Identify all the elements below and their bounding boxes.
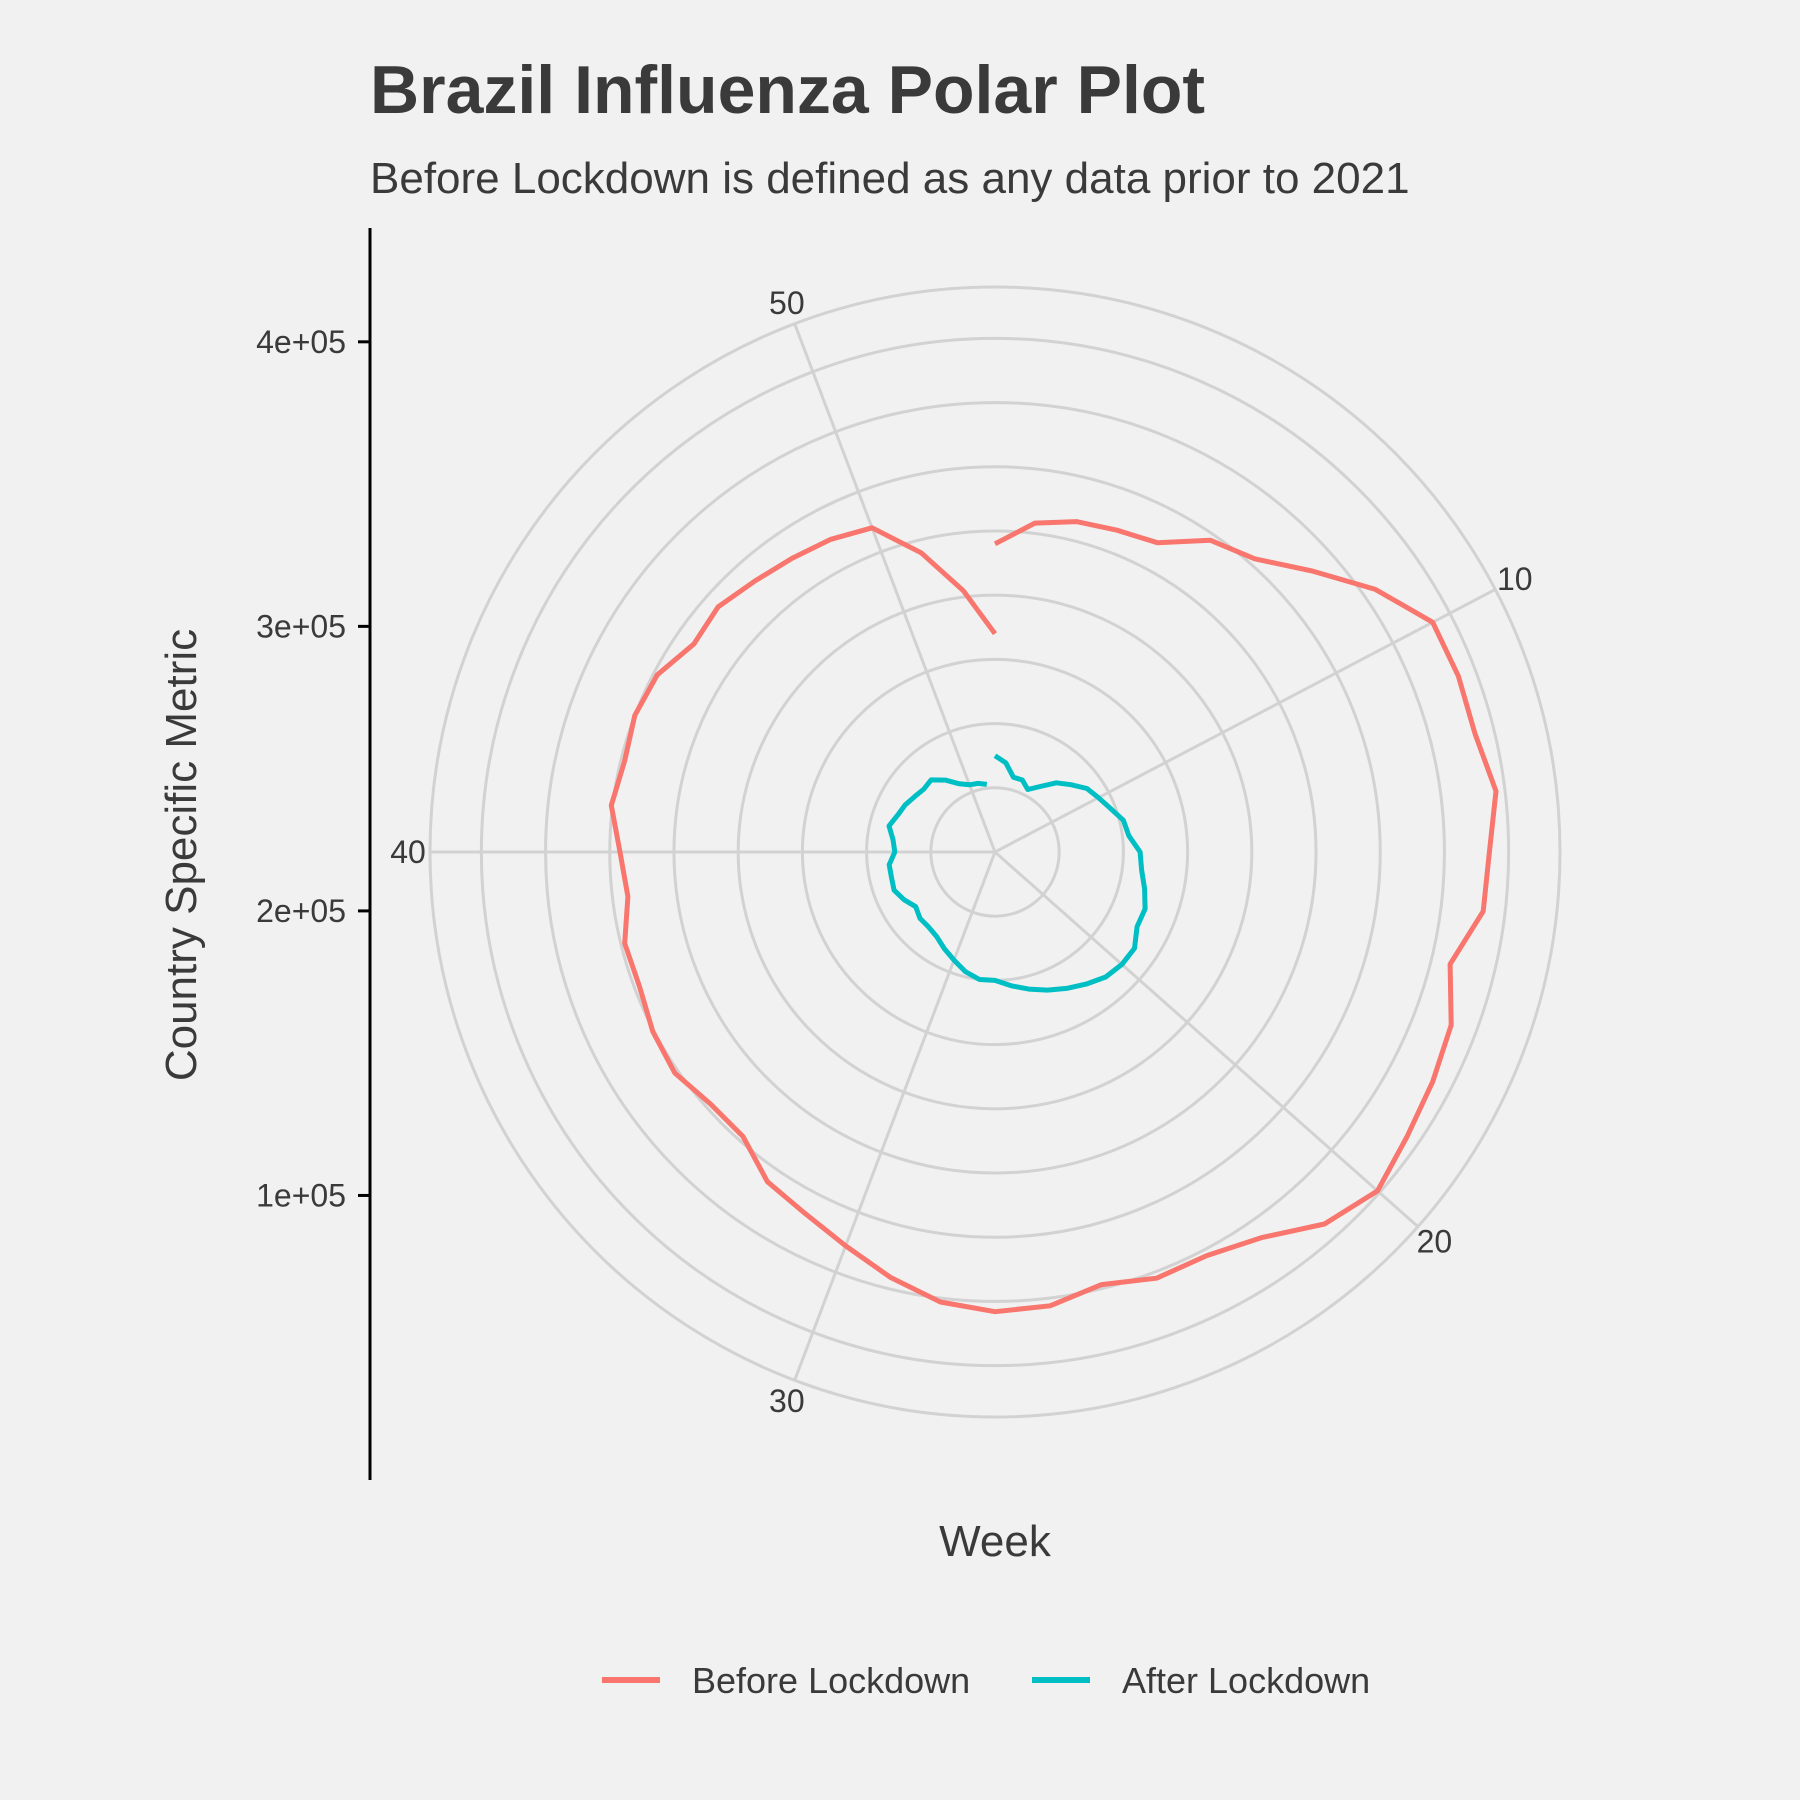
chart-subtitle: Before Lockdown is defined as any data p… bbox=[370, 154, 1410, 203]
x-tick-label: 40 bbox=[390, 834, 426, 870]
grid-spoke bbox=[994, 850, 1419, 1228]
y-tick-label: 1e+05 bbox=[256, 1177, 346, 1213]
x-tick-label: 50 bbox=[769, 285, 805, 321]
x-tick-label: 30 bbox=[769, 1383, 805, 1419]
polar-grid bbox=[428, 285, 1562, 1419]
x-tick-label: 20 bbox=[1417, 1223, 1453, 1259]
series-line-after-lockdown bbox=[886, 753, 1148, 993]
x-axis-title: Week bbox=[939, 1517, 1052, 1566]
series-line-before-lockdown bbox=[608, 519, 1499, 1315]
y-tick-label: 3e+05 bbox=[256, 608, 346, 644]
legend: Before Lockdown After Lockdown bbox=[602, 1660, 1370, 1701]
y-tick-label: 2e+05 bbox=[256, 893, 346, 929]
x-tick-label: 10 bbox=[1497, 561, 1533, 597]
y-axis-ticks: 1e+05 2e+05 3e+05 4e+05 bbox=[256, 324, 370, 1213]
x-tick-labels: 10 20 30 40 50 bbox=[390, 285, 1532, 1419]
legend-label: After Lockdown bbox=[1122, 1660, 1370, 1701]
grid-spoke bbox=[793, 851, 997, 1381]
chart-title: Brazil Influenza Polar Plot bbox=[370, 52, 1205, 128]
series-lines bbox=[608, 519, 1499, 1315]
y-tick-label: 4e+05 bbox=[256, 324, 346, 360]
grid-spoke bbox=[793, 323, 997, 853]
y-axis-title: Country Specific Metric bbox=[157, 629, 206, 1081]
grid-spoke bbox=[994, 588, 1496, 854]
legend-label: Before Lockdown bbox=[692, 1660, 970, 1701]
